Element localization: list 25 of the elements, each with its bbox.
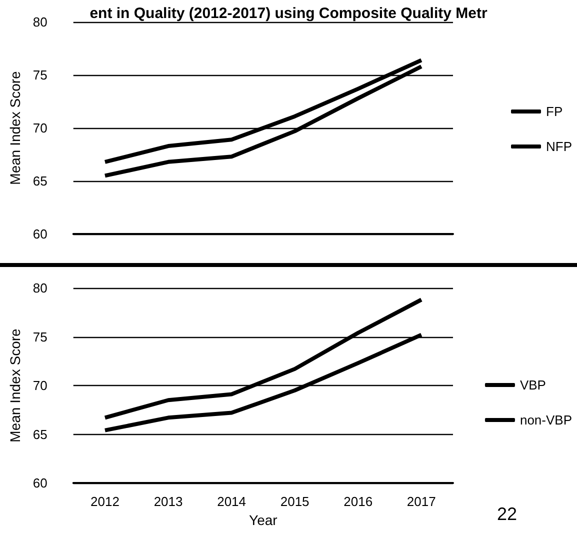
x-tick-label: 2014: [217, 494, 246, 509]
y-axis-title: Mean Index Score: [7, 70, 23, 185]
y-tick-label: 60: [32, 226, 48, 242]
y-tick-label: 65: [32, 174, 48, 188]
x-tick-label: 2013: [154, 494, 183, 509]
y-axis-title: Mean Index Score: [7, 328, 23, 442]
legend-label: VBP: [520, 378, 546, 392]
x-tick-label: 2015: [280, 494, 310, 509]
text: 22: [496, 504, 518, 524]
legend-label: FP: [546, 104, 563, 119]
x-tick-label: 2017: [406, 494, 436, 509]
y-tick-label: 70: [32, 120, 48, 136]
y-tick-label: 65: [32, 426, 48, 442]
x-axis-title: Year: [249, 512, 278, 528]
legend-label: NFP: [546, 139, 572, 154]
x-tick-label: 2012: [90, 494, 120, 509]
y-tick-label: 70: [32, 378, 48, 393]
y-tick-label: 75: [32, 68, 48, 82]
x-tick-label: 2016: [344, 494, 373, 509]
chart-title: ent in Quality (2012-2017) using Composite Quality Metr: [90, 5, 488, 22]
y-tick-label: 80: [32, 280, 48, 296]
y-tick-label: 60: [32, 476, 48, 490]
legend-label: non-VBP: [520, 412, 572, 428]
y-tick-label: 75: [32, 329, 48, 344]
y-tick-label: 80: [32, 14, 48, 30]
